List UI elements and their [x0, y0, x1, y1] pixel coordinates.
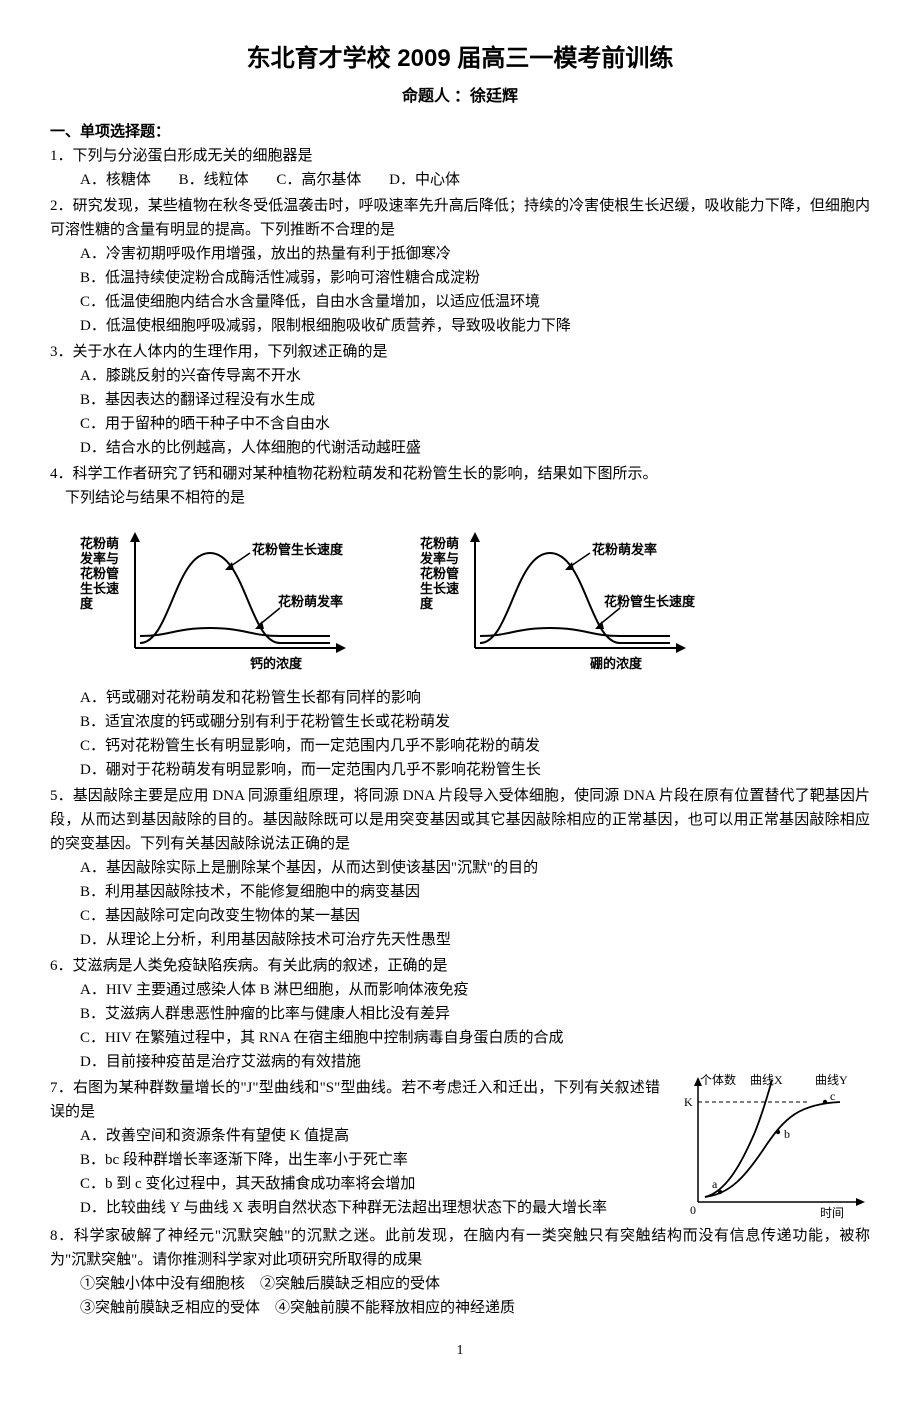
svg-text:生长速: 生长速 — [80, 581, 119, 596]
x-axis-label: 时间 — [820, 1206, 844, 1220]
svg-text:发率与: 发率与 — [80, 551, 119, 566]
svg-text:花粉管: 花粉管 — [80, 566, 119, 581]
item-2: ②突触后膜缺乏相应的受体 — [260, 1276, 440, 1292]
option-d: D．中心体 — [389, 172, 460, 188]
chart-boron: 花粉萌 发率与 花粉管 生长速 度 花粉萌发率 花粉管生长速度 硼的浓度 — [420, 518, 700, 678]
option-a: A．HIV 主要通过感染人体 B 淋巴细胞，从而影响体液免疫 — [80, 978, 870, 1002]
point-b: b — [784, 1127, 790, 1141]
item-4: ④突触前膜不能释放相应的神经递质 — [275, 1300, 515, 1316]
option-b: B．适宜浓度的钙或硼分别有利于花粉管生长或花粉萌发 — [80, 710, 870, 734]
question-8: 8．科学家破解了神经元"沉默突触"的沉默之迷。此前发现，在脑内有一类突触只有突触… — [50, 1224, 870, 1320]
options-block: A．冷害初期呼吸作用增强，放出的热量有利于抵御寒冷 B．低温持续使淀粉合成酶活性… — [50, 242, 870, 338]
svg-text:花粉管: 花粉管 — [420, 566, 459, 581]
chart-population-growth: K a b c 个体数 曲线X 曲线Y 时间 0 — [670, 1072, 870, 1222]
option-b: B．线粒体 — [179, 172, 249, 188]
curve-low-label: 花粉管生长速度 — [604, 594, 696, 609]
option-c: C．用于留种的晒干种子中不含自由水 — [80, 412, 870, 436]
option-c: C．高尔基体 — [276, 172, 361, 188]
option-b: B．基因表达的翻译过程没有水生成 — [80, 388, 870, 412]
svg-text:度: 度 — [420, 596, 434, 611]
circled-items-2: ③突触前膜缺乏相应的受体 ④突触前膜不能释放相应的神经递质 — [50, 1296, 870, 1320]
option-a: A．冷害初期呼吸作用增强，放出的热量有利于抵御寒冷 — [80, 242, 870, 266]
option-c: C．HIV 在繁殖过程中，其 RNA 在宿主细胞中控制病毒自身蛋白质的合成 — [80, 1026, 870, 1050]
options-row: A．核糖体 B．线粒体 C．高尔基体 D．中心体 — [50, 168, 870, 192]
chart-calcium: 花粉萌 发率与 花粉管 生长速 度 花粉管生长速度 花粉萌发率 钙的浓度 — [80, 518, 360, 678]
question-text: 1．下列与分泌蛋白形成无关的细胞器是 — [50, 144, 870, 168]
page-title: 东北育才学校 2009 届高三一模考前训练 — [50, 40, 870, 78]
option-c: C．低温使细胞内结合水含量降低，自由水含量增加，以适应低温环境 — [80, 290, 870, 314]
option-c: C．钙对花粉管生长有明显影响，而一定范围内几乎不影响花粉的萌发 — [80, 734, 870, 758]
x-axis-label: 硼的浓度 — [590, 656, 643, 671]
page-number: 1 — [50, 1340, 870, 1362]
option-d: D．硼对于花粉萌发有明显影响，而一定范围内几乎不影响花粉管生长 — [80, 758, 870, 782]
charts-row: 花粉萌 发率与 花粉管 生长速 度 花粉管生长速度 花粉萌发率 钙的浓度 花粉萌… — [80, 518, 870, 678]
option-a: A．基因敲除实际上是删除某个基因，从而达到使该基因"沉默"的目的 — [80, 856, 870, 880]
curve-y-label: 曲线Y — [815, 1073, 848, 1087]
option-a: A．膝跳反射的兴奋传导离不开水 — [80, 364, 870, 388]
k-label: K — [684, 1095, 693, 1109]
svg-text:0: 0 — [690, 1203, 696, 1217]
svg-text:花粉萌: 花粉萌 — [80, 536, 119, 551]
x-axis-label: 钙的浓度 — [250, 656, 303, 671]
options-block: A．HIV 主要通过感染人体 B 淋巴细胞，从而影响体液免疫 B．艾滋病人群患恶… — [50, 978, 870, 1074]
svg-text:发率与: 发率与 — [420, 551, 459, 566]
author-line: 命题人 ：徐廷辉 — [50, 84, 870, 110]
item-3: ③突触前膜缺乏相应的受体 — [80, 1300, 260, 1316]
section-header: 一、单项选择题： — [50, 120, 870, 144]
question-text: 8．科学家破解了神经元"沉默突触"的沉默之迷。此前发现，在脑内有一类突触只有突触… — [50, 1224, 870, 1272]
option-b: B．艾滋病人群患恶性肿瘤的比率与健康人相比没有差异 — [80, 1002, 870, 1026]
curve-low-label: 花粉萌发率 — [278, 594, 343, 609]
option-a: A．钙或硼对花粉萌发和花粉管生长都有同样的影响 — [80, 686, 870, 710]
question-1: 1．下列与分泌蛋白形成无关的细胞器是 A．核糖体 B．线粒体 C．高尔基体 D．… — [50, 144, 870, 192]
question-7: K a b c 个体数 曲线X 曲线Y 时间 0 7．右图为某种群数量增长的"J… — [50, 1076, 870, 1222]
question-3: 3．关于水在人体内的生理作用，下列叙述正确的是 A．膝跳反射的兴奋传导离不开水 … — [50, 340, 870, 460]
option-a: A．核糖体 — [80, 172, 151, 188]
option-d: D．结合水的比例越高，人体细胞的代谢活动越旺盛 — [80, 436, 870, 460]
y-axis-label: 个体数 — [700, 1072, 736, 1087]
question-text: 4．科学工作者研究了钙和硼对某种植物花粉粒萌发和花粉管生长的影响，结果如下图所示… — [50, 462, 870, 486]
circled-items: ①突触小体中没有细胞核 ②突触后膜缺乏相应的受体 — [50, 1272, 870, 1296]
curve-x-label: 曲线X — [750, 1073, 783, 1087]
question-text: 5．基因敲除主要是应用 DNA 同源重组原理，将同源 DNA 片段导入受体细胞，… — [50, 784, 870, 856]
svg-text:花粉萌: 花粉萌 — [420, 536, 459, 551]
question-text: 3．关于水在人体内的生理作用，下列叙述正确的是 — [50, 340, 870, 364]
question-5: 5．基因敲除主要是应用 DNA 同源重组原理，将同源 DNA 片段导入受体细胞，… — [50, 784, 870, 952]
question-text: 2．研究发现，某些植物在秋冬受低温袭击时，呼吸速率先升高后降低；持续的冷害使根生… — [50, 194, 870, 242]
curve-high-label: 花粉萌发率 — [592, 542, 657, 557]
option-c: C．基因敲除可定向改变生物体的某一基因 — [80, 904, 870, 928]
svg-text:生长速: 生长速 — [420, 581, 459, 596]
options-block: A．基因敲除实际上是删除某个基因，从而达到使该基因"沉默"的目的 B．利用基因敲… — [50, 856, 870, 952]
option-d: D．目前接种疫苗是治疗艾滋病的有效措施 — [80, 1050, 870, 1074]
svg-text:度: 度 — [80, 596, 94, 611]
curve-high-label: 花粉管生长速度 — [252, 542, 344, 557]
options-block: A．钙或硼对花粉萌发和花粉管生长都有同样的影响 B．适宜浓度的钙或硼分别有利于花… — [50, 686, 870, 782]
question-4: 4．科学工作者研究了钙和硼对某种植物花粉粒萌发和花粉管生长的影响，结果如下图所示… — [50, 462, 870, 782]
option-d: D．低温使根细胞呼吸减弱，限制根细胞吸收矿质营养，导致吸收能力下降 — [80, 314, 870, 338]
point-a: a — [712, 1177, 718, 1191]
options-block: A．膝跳反射的兴奋传导离不开水 B．基因表达的翻译过程没有水生成 C．用于留种的… — [50, 364, 870, 460]
item-1: ①突触小体中没有细胞核 — [80, 1276, 245, 1292]
point-c: c — [830, 1089, 835, 1103]
option-d: D．从理论上分析，利用基因敲除技术可治疗先天性愚型 — [80, 928, 870, 952]
question-6: 6．艾滋病是人类免疫缺陷疾病。有关此病的叙述，正确的是 A．HIV 主要通过感染… — [50, 954, 870, 1074]
option-b: B．利用基因敲除技术，不能修复细胞中的病变基因 — [80, 880, 870, 904]
option-b: B．低温持续使淀粉合成酶活性减弱，影响可溶性糖合成淀粉 — [80, 266, 870, 290]
question-text: 6．艾滋病是人类免疫缺陷疾病。有关此病的叙述，正确的是 — [50, 954, 870, 978]
question-text-2: 下列结论与结果不相符的是 — [50, 486, 870, 510]
question-2: 2．研究发现，某些植物在秋冬受低温袭击时，呼吸速率先升高后降低；持续的冷害使根生… — [50, 194, 870, 338]
